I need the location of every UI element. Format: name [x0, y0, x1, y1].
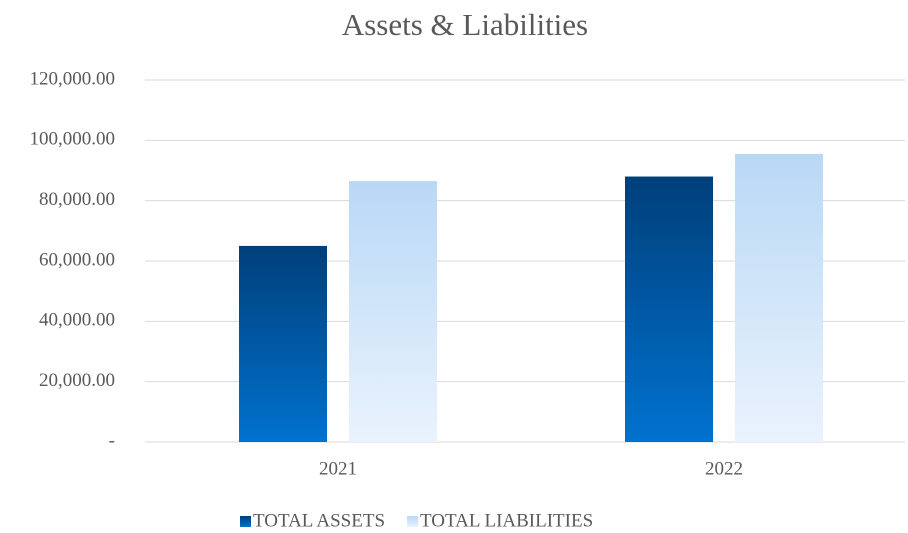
y-tick-label: -: [109, 430, 115, 451]
y-tick-label: 100,000.00: [30, 129, 116, 150]
x-tick-label: 2021: [319, 458, 357, 479]
y-tick-label: 60,000.00: [39, 249, 115, 270]
chart-title: Assets & Liabilities: [342, 7, 588, 42]
y-tick-label: 20,000.00: [39, 370, 115, 391]
y-tick-label: 120,000.00: [30, 68, 116, 89]
legend-swatch: [240, 516, 251, 527]
legend-label: TOTAL LIABILITIES: [420, 510, 593, 531]
bar: [625, 176, 713, 443]
y-tick-label: 80,000.00: [39, 189, 115, 210]
legend-swatch: [407, 516, 419, 527]
legend-label: TOTAL ASSETS: [253, 510, 385, 531]
bar: [239, 245, 327, 442]
bar: [735, 153, 823, 443]
bar: [349, 181, 437, 442]
x-tick-label: 2022: [705, 458, 743, 479]
y-tick-label: 40,000.00: [39, 310, 115, 331]
